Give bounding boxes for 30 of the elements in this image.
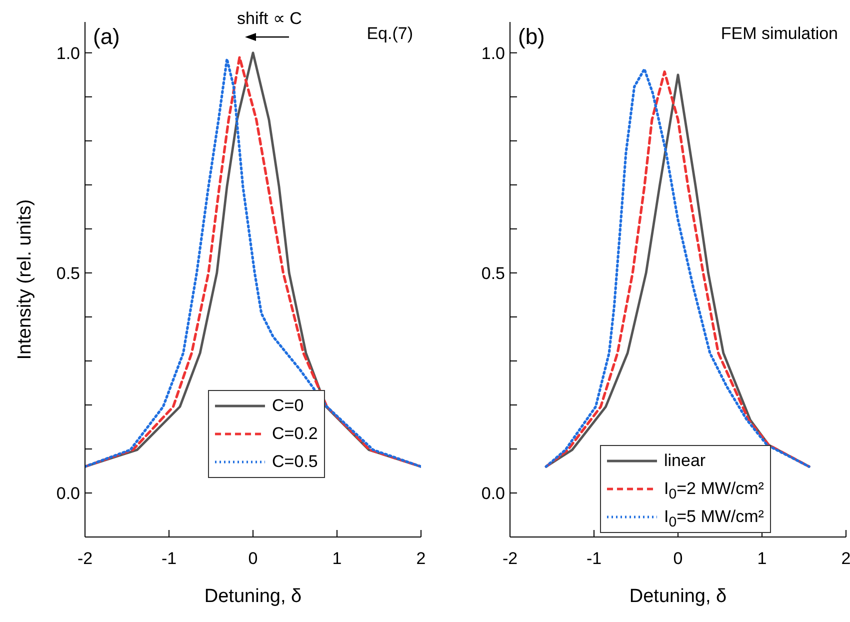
x-tick-label: 2 [841,549,850,568]
y-tick-label: 1.0 [56,44,80,63]
annotation: Eq.(7) [366,24,413,43]
x-tick-label: -2 [502,549,518,568]
x-tick-label: -1 [586,549,602,568]
x-tick-label: -2 [77,549,93,568]
legend-label: linear [664,450,706,472]
y-tick-label: 0.5 [56,264,80,283]
x-tick-label: 1 [757,549,767,568]
y-tick-label: 1.0 [481,44,505,63]
x-tick-label: 0 [673,549,683,568]
legend-label: C=0.5 [272,451,318,473]
x-tick-label: 2 [416,549,426,568]
x-tick-label: -1 [161,549,177,568]
annotation: shift ∝ C [237,9,302,28]
annotation: (a) [93,24,120,49]
legend-label: C=0.2 [272,423,318,445]
annotation: (b) [518,24,545,49]
x-axis-title: Detuning, δ [204,586,302,607]
y-axis-title: Intensity (rel. units) [14,199,36,360]
legend-label: I$_{0}$=2 MW/cm² [664,478,764,503]
legend-label: I$_{0}$=5 MW/cm² [664,506,764,531]
x-tick-label: 0 [248,549,258,568]
x-axis-title: Detuning, δ [629,586,727,607]
y-tick-label: 0.5 [481,264,505,283]
annotation: FEM simulation [720,24,838,43]
x-tick-label: 1 [332,549,342,568]
y-tick-label: 0.0 [56,484,80,504]
legend-label: C=0 [272,395,304,417]
y-tick-label: 0.0 [481,484,505,504]
